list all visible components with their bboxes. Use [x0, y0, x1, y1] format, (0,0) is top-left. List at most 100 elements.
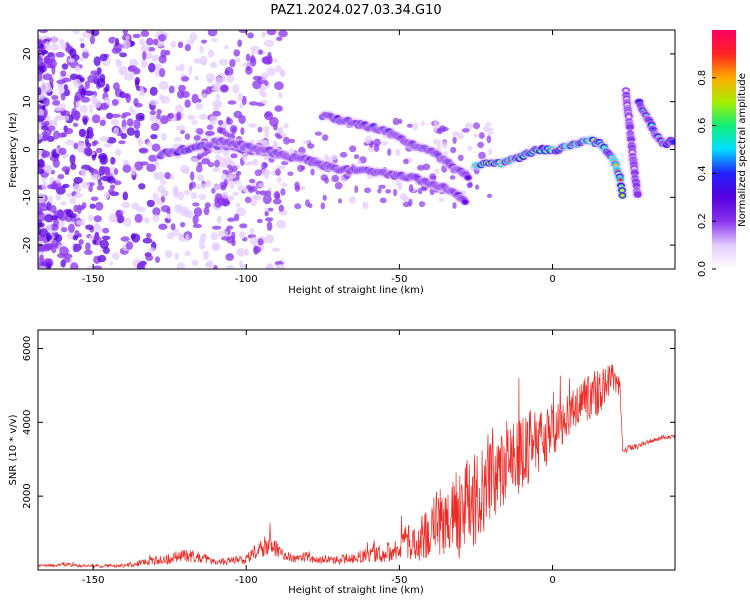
spectrogram-speckle	[322, 194, 327, 201]
spectrogram-y-tick-label: 0	[22, 146, 33, 152]
spectrogram-speckle	[99, 119, 106, 127]
spectrogram-speckle	[256, 218, 263, 224]
spectrogram-speckle	[115, 209, 123, 219]
spectrogram-speckle	[178, 233, 183, 241]
spectrogram-speckle	[265, 234, 275, 244]
spectrogram-speckle	[258, 49, 263, 55]
spectrogram-speckle	[211, 187, 216, 194]
spectrogram-speckle	[477, 141, 484, 149]
spectrogram-speckle	[217, 198, 225, 206]
spectrogram-speckle	[412, 122, 419, 131]
spectrogram-speckle	[362, 201, 369, 210]
spectrogram-speckle	[294, 185, 301, 192]
spectrogram-speckle	[306, 143, 315, 149]
spectrogram-speckle	[158, 80, 169, 90]
spectrogram-speckle	[478, 151, 486, 160]
spectrogram-speckle	[248, 101, 259, 106]
spectrogram-speckle	[302, 140, 310, 145]
spectrogram-speckle	[110, 156, 116, 165]
spectrogram-speckle	[262, 126, 270, 132]
spectrogram-speckle	[42, 243, 52, 252]
spectrogram-speckle	[226, 264, 235, 269]
spectrogram-speckle	[385, 189, 392, 194]
spectrogram-speckle	[123, 73, 134, 81]
spectrogram-speckle	[276, 36, 283, 41]
spectrogram-speckle	[72, 235, 79, 241]
spectrogram-speckle	[215, 94, 221, 100]
spectrogram-speckle	[132, 109, 137, 115]
spectrogram-speckle	[310, 168, 315, 176]
spectrogram-speckle	[224, 200, 230, 205]
spectrogram-speckle	[417, 187, 423, 195]
spectrogram-speckle	[82, 31, 92, 38]
spectrogram-speckle	[264, 211, 269, 217]
spectrogram-speckle	[67, 58, 75, 63]
spectrogram-speckle	[236, 207, 246, 217]
spectrogram-y-tick-label: -10	[22, 189, 33, 205]
snr-y-axis-label: SNR (10 * v/v)	[8, 414, 19, 485]
spectrogram-ridge-core	[462, 200, 468, 204]
spectrogram-speckle	[84, 249, 93, 255]
spectrogram-speckle	[120, 236, 130, 242]
spectrogram-speckle	[78, 205, 85, 211]
spectrogram-speckle	[204, 202, 211, 208]
spectrogram-speckle	[392, 117, 400, 126]
spectrogram-speckle	[252, 158, 259, 166]
spectrogram-speckle	[406, 123, 413, 128]
spectrogram-speckle	[38, 65, 47, 73]
spectrogram-speckle	[152, 38, 159, 46]
spectrogram-speckle	[210, 232, 219, 241]
spectrogram-speckle	[429, 187, 435, 196]
spectrogram-speckle	[196, 148, 204, 154]
spectrogram-speckle	[148, 62, 156, 73]
spectrogram-speckle	[156, 171, 165, 181]
spectrogram-speckle	[58, 218, 65, 229]
snr-x-tick-label: 0	[549, 575, 555, 586]
spectrogram-speckle	[134, 103, 143, 108]
spectrogram-speckle	[233, 49, 240, 57]
spectrogram-speckle	[80, 77, 85, 82]
spectrogram-speckle	[161, 132, 167, 141]
spectrogram-speckle	[177, 191, 184, 201]
spectrogram-speckle	[38, 265, 47, 269]
spectrogram-speckle	[449, 175, 456, 180]
spectrogram-speckle	[89, 203, 96, 209]
spectrogram-speckle	[239, 231, 246, 239]
spectrogram-speckle	[205, 179, 212, 188]
spectrogram-speckle	[205, 260, 214, 269]
spectrogram-speckle	[216, 126, 223, 134]
spectrogram-speckle	[38, 115, 45, 122]
spectrogram-speckle	[434, 168, 440, 174]
spectrogram-speckle	[207, 162, 215, 168]
spectrogram-speckle	[238, 30, 249, 34]
spectrogram-speckle	[41, 125, 49, 131]
spectrogram-ridge-core	[465, 175, 471, 180]
spectrogram-speckle	[254, 169, 262, 177]
spectrogram-speckle	[271, 247, 281, 252]
spectrogram-speckle	[38, 87, 42, 96]
spectrogram-speckle	[140, 59, 148, 69]
spectrogram-speckle	[217, 119, 224, 126]
spectrogram-speckle	[197, 161, 203, 167]
spectrogram-speckle	[266, 67, 276, 77]
spectrogram-speckle	[158, 34, 167, 42]
spectrogram-speckle	[38, 149, 43, 155]
spectrogram-speckle	[151, 54, 160, 62]
spectrogram-speckle	[193, 135, 201, 141]
spectrogram-speckle	[122, 191, 129, 201]
spectrogram-speckle	[55, 115, 65, 121]
spectrogram-speckle	[143, 217, 150, 224]
spectrogram-speckle	[38, 193, 46, 204]
spectrogram-speckle	[203, 206, 210, 216]
spectrogram-speckle	[249, 228, 255, 234]
spectrogram-speckle	[283, 136, 291, 145]
spectrogram-speckle	[207, 49, 215, 58]
spectrogram-speckle	[86, 265, 95, 269]
spectrogram-speckle	[142, 237, 153, 244]
spectrogram-speckle	[467, 145, 473, 152]
spectrogram-speckle	[98, 152, 108, 160]
spectrogram-speckle	[60, 201, 67, 206]
spectrogram-speckle	[245, 66, 253, 75]
snr-ticks: -150 -100 -50 0 2000 4000 6000	[22, 330, 675, 586]
colorbar-tick-label: 0.6	[697, 118, 708, 134]
